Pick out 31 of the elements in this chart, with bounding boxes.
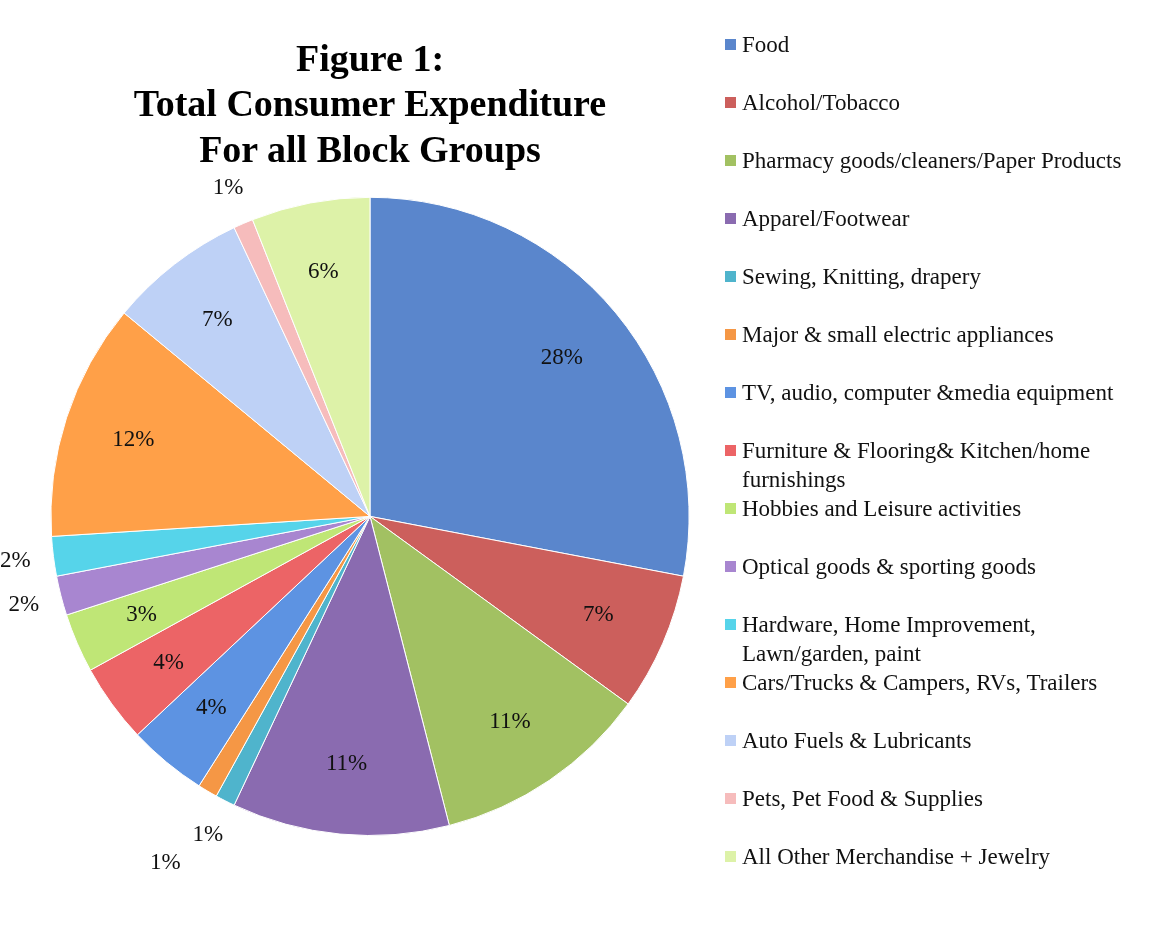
legend-label: Food	[742, 31, 790, 59]
legend-label: Cars/Trucks & Campers, RVs, Trailers	[742, 669, 1098, 697]
data-label: 12%	[112, 425, 155, 451]
data-label: 1%	[192, 820, 224, 846]
data-label: 11%	[489, 708, 531, 734]
data-label: 2%	[0, 547, 31, 573]
legend-label: Apparel/Footwear	[742, 205, 910, 233]
legend-label: TV, audio, computer &media equipment	[742, 379, 1114, 407]
data-label: 3%	[126, 601, 157, 627]
legend-label: Alcohol/Tobacco	[742, 89, 901, 117]
legend-label: Pharmacy goods/cleaners/Paper Products	[742, 147, 1122, 175]
legend-label: Pets, Pet Food & Supplies	[742, 785, 983, 813]
data-label: 6%	[308, 257, 339, 283]
legend-label: Furniture & Flooring& Kitchen/home furnishings	[742, 437, 1092, 494]
legend-label: All Other Merchandise + Jewelry	[742, 843, 1051, 871]
data-label: 4%	[196, 694, 227, 720]
legend-label: Hobbies and Leisure activities	[742, 495, 1022, 523]
data-label: 1%	[212, 174, 244, 200]
legend-label: Auto Fuels & Lubricants	[742, 727, 972, 755]
legend-label: Sewing, Knitting, drapery	[742, 263, 981, 291]
legend-label: Hardware, Home Improvement, Lawn/garden, paint	[742, 611, 1037, 668]
data-label: 2%	[8, 591, 40, 617]
data-label: 1%	[150, 848, 181, 874]
data-label: 28%	[540, 343, 583, 369]
legend-label: Major & small electric appliances	[742, 321, 1054, 349]
data-label: 4%	[153, 648, 184, 674]
text: Figure 1: Total Consumer Expenditure For all Block Groups	[133, 36, 607, 170]
data-label: 11%	[325, 750, 368, 776]
legend-label: Optical goods & sporting goods	[742, 553, 1036, 581]
data-label: 7%	[583, 601, 614, 627]
data-label: 7%	[202, 305, 233, 331]
